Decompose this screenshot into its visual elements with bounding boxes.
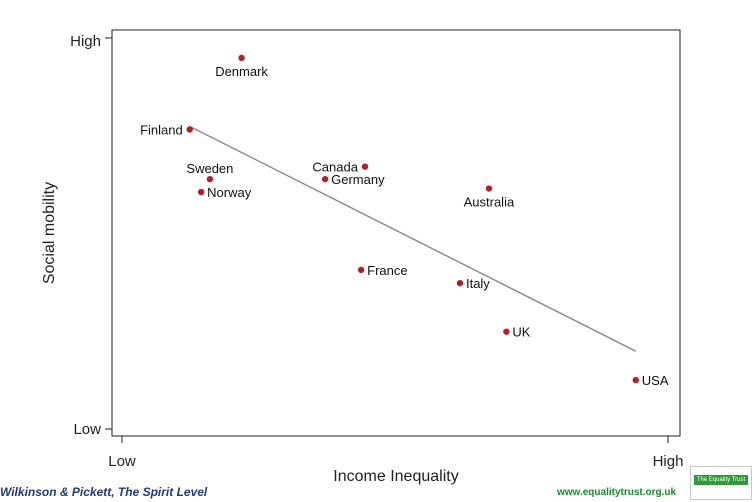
point-label-italy: Italy: [466, 276, 490, 291]
x-axis-title: Income Inequality: [333, 468, 458, 485]
logo-text: The Equality Trust: [696, 477, 746, 483]
point-label-uk: UK: [512, 325, 530, 340]
point-germany: [321, 175, 329, 183]
point-label-france: France: [367, 263, 407, 278]
point-italy: [456, 279, 464, 287]
point-sweden: [206, 175, 214, 183]
plot-frame: [111, 29, 681, 437]
point-label-denmark: Denmark: [215, 64, 268, 79]
point-canada: [361, 163, 369, 170]
equality-trust-logo: The Equality Trust: [690, 466, 752, 500]
x-tick-high: High: [653, 453, 684, 470]
y-axis-title: Social mobility: [41, 182, 58, 284]
point-label-germany: Germany: [331, 172, 385, 187]
point-label-sweden: Sweden: [186, 161, 233, 176]
point-label-usa: USA: [642, 373, 669, 388]
trend-line: [189, 125, 637, 352]
source-credit: Wilkinson & Pickett, The Spirit Level: [0, 485, 208, 499]
axis-ticks: [105, 37, 669, 443]
point-usa: [632, 376, 639, 384]
point-denmark: [238, 54, 245, 62]
y-tick-low: Low: [73, 421, 101, 438]
point-finland: [186, 126, 193, 133]
x-tick-low: Low: [108, 453, 136, 470]
point-norway: [197, 188, 205, 196]
point-label-finland: Finland: [140, 122, 183, 137]
point-label-australia: Australia: [464, 195, 515, 210]
point-australia: [485, 185, 493, 192]
point-france: [357, 266, 365, 274]
point-label-norway: Norway: [207, 185, 252, 200]
website-link[interactable]: www.equalitytrust.org.uk: [557, 487, 677, 498]
point-uk: [503, 328, 510, 335]
y-tick-high: High: [70, 33, 101, 50]
logo-band: [694, 475, 748, 485]
point-label-canada: Canada: [312, 160, 358, 175]
